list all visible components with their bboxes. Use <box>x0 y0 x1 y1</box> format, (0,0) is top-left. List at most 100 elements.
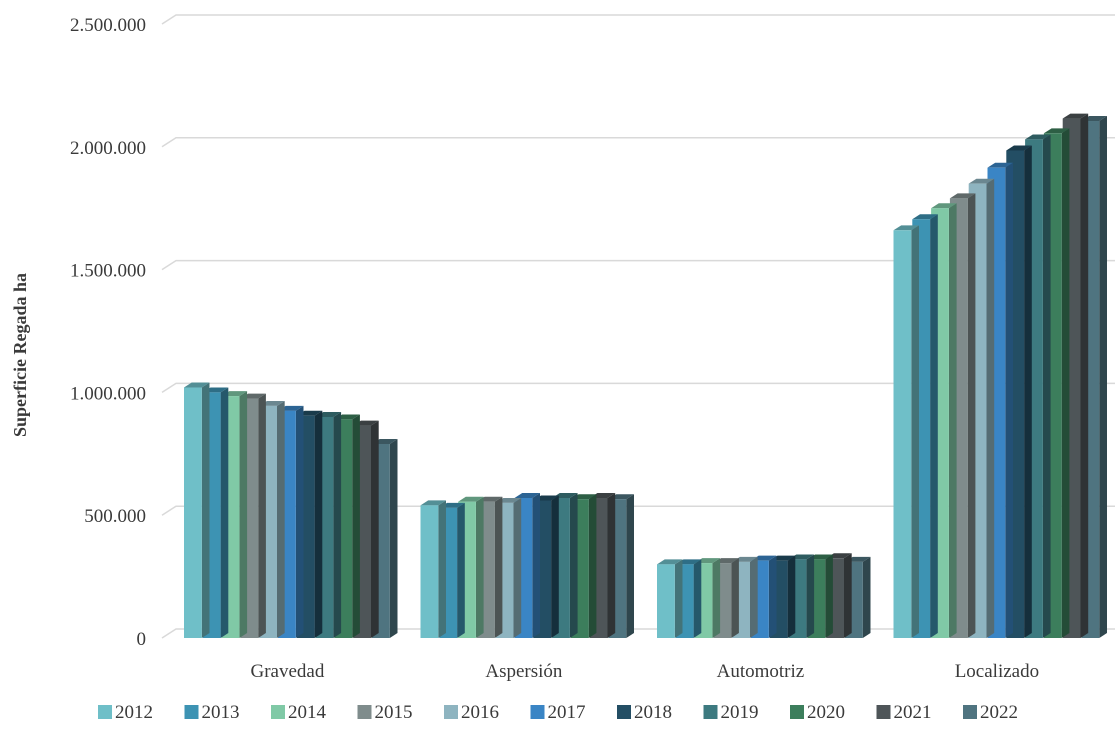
bar-side <box>475 496 484 638</box>
bar-top <box>912 214 938 220</box>
legend-label: 2022 <box>980 702 1018 723</box>
bar-side <box>986 178 995 638</box>
bar-top <box>1006 145 1032 151</box>
bar-side <box>844 553 852 638</box>
bar-side <box>277 400 285 638</box>
y-tick-label: 2.000.000 <box>70 138 146 159</box>
gridline <box>161 259 1115 271</box>
legend-label: 2013 <box>202 702 240 723</box>
legend-swatch <box>790 705 804 719</box>
legend-swatch <box>876 705 891 719</box>
y-tick-label: 1.500.000 <box>70 261 146 282</box>
bar-side <box>967 193 976 638</box>
legend-item: 2020 <box>790 702 845 723</box>
legend-swatch <box>444 705 458 719</box>
bars <box>184 113 1107 639</box>
legend-swatch <box>271 705 285 719</box>
legend-swatch <box>98 705 112 719</box>
bar-side <box>569 493 578 638</box>
legend-swatch <box>530 705 545 719</box>
bar-side <box>352 414 360 638</box>
y-axis-ticks: 0 500.000 1.000.000 1.500.000 2.000.000 2.500… <box>70 15 146 650</box>
legend-item: 2017 <box>530 702 586 723</box>
bar-side <box>239 391 248 638</box>
bar-side <box>438 500 446 638</box>
bar-side <box>948 203 957 638</box>
bar-side <box>712 558 721 638</box>
bar-front <box>893 230 912 638</box>
bar-Aspersión-2012 <box>420 500 446 638</box>
bar-side <box>201 382 210 638</box>
bar-side <box>513 497 522 638</box>
legend-item: 2016 <box>444 702 499 723</box>
bar-side <box>1099 116 1107 638</box>
bar-side <box>750 556 758 638</box>
bar-side <box>787 555 796 638</box>
bar-side <box>1061 128 1070 639</box>
bar-Localizado-2012 <box>893 225 919 638</box>
legend-item: 2022 <box>963 702 1018 723</box>
bar-top <box>1025 134 1051 140</box>
legend-label: 2019 <box>721 702 759 723</box>
bar-side <box>1005 162 1013 638</box>
bar-side <box>607 493 616 638</box>
legend-item: 2014 <box>271 702 327 723</box>
legend-label: 2021 <box>894 702 932 723</box>
x-category-label: Automotriz <box>717 661 805 682</box>
bar-top <box>931 203 957 209</box>
bar-top <box>458 496 484 502</box>
bar-top <box>1062 113 1089 119</box>
legend-swatch <box>617 705 631 719</box>
y-tick-label: 2.500.000 <box>70 15 146 36</box>
bar-side <box>220 387 229 638</box>
bar-side <box>768 555 777 638</box>
bar-side <box>731 558 739 638</box>
legend-swatch <box>963 705 977 719</box>
bar-front <box>420 505 439 638</box>
y-tick-label: 1.000.000 <box>70 383 146 404</box>
bar-side <box>911 225 919 638</box>
bar-side <box>551 495 559 638</box>
legend-item: 2013 <box>184 702 240 723</box>
bar-side <box>1024 145 1032 638</box>
legend-label: 2016 <box>461 702 499 723</box>
legend-label: 2014 <box>288 702 327 723</box>
y-axis-title: Superficie Regada ha <box>10 273 30 437</box>
bar-front <box>657 564 675 638</box>
bar-front <box>184 387 202 638</box>
legend-label: 2018 <box>634 702 672 723</box>
bar-side <box>1080 113 1089 638</box>
bar-side <box>1042 134 1051 638</box>
bar-side <box>930 214 938 638</box>
bar-side <box>588 494 597 638</box>
bar-top <box>420 500 446 506</box>
bar-side <box>806 554 815 638</box>
legend-item: 2019 <box>703 702 759 723</box>
bar-side <box>532 493 540 638</box>
bar-top <box>949 193 976 199</box>
bar-Automotriz-2012 <box>657 559 683 638</box>
bar-side <box>626 494 634 638</box>
bar-side <box>389 439 398 638</box>
legend-label: 2020 <box>807 702 845 723</box>
bar-top <box>893 225 919 231</box>
bar-side <box>314 410 323 638</box>
bar-side <box>457 502 465 638</box>
x-axis-categories: Gravedad Aspersión Automotriz Localizado <box>250 661 1039 682</box>
bar-side <box>674 559 683 638</box>
bar-side <box>371 420 379 638</box>
legend-swatch <box>357 705 372 719</box>
bar-top <box>968 178 995 184</box>
legend-item: 2015 <box>357 702 413 723</box>
bar-side <box>825 554 833 638</box>
bar-Gravedad-2012 <box>184 382 210 638</box>
bar-side <box>494 496 503 638</box>
bar-side <box>258 393 266 638</box>
y-tick-label: 0 <box>137 629 147 650</box>
legend-swatch <box>184 705 199 719</box>
bar-side <box>862 556 871 638</box>
bar-top <box>184 382 210 388</box>
bar-side <box>693 559 702 638</box>
bar-side <box>333 412 342 638</box>
